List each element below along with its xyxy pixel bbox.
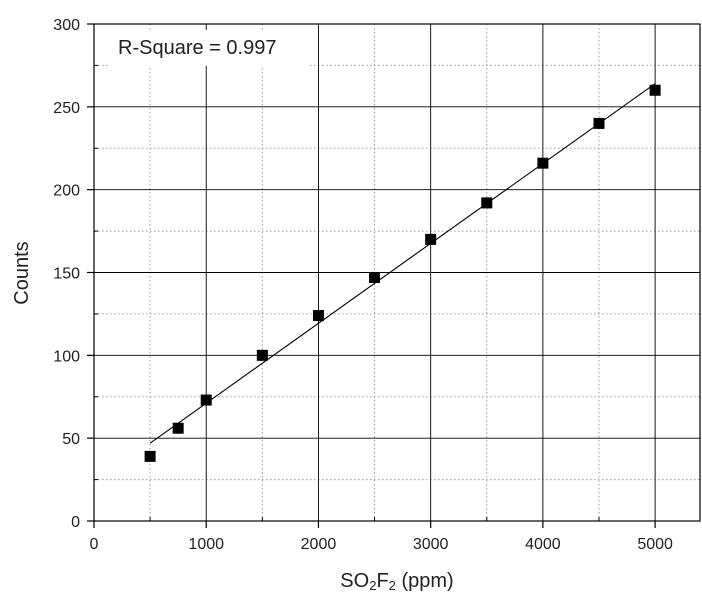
data-point [312, 310, 324, 322]
y-tick-label: 100 [53, 348, 80, 365]
r-square-annotation: R-Square = 0.997 [118, 37, 276, 59]
data-point [537, 157, 549, 169]
y-axis-title: Counts [11, 241, 33, 304]
linear-fit-line [149, 83, 656, 444]
data-points [144, 84, 661, 462]
annotation-background [108, 30, 308, 66]
x-tick-label: 5000 [637, 536, 673, 553]
x-tick-label: 0 [90, 536, 99, 553]
data-point [425, 233, 437, 245]
data-point [369, 271, 381, 283]
x-axis-title-suffix: (ppm) [396, 570, 454, 592]
data-point [144, 450, 156, 462]
x-axis-title-sub2: 2 [389, 578, 396, 593]
data-point [649, 84, 661, 96]
y-tick-label: 0 [71, 514, 80, 531]
fit-line-group [149, 83, 656, 444]
x-axis-title-mid: F [376, 570, 388, 592]
data-point [593, 117, 605, 129]
data-point [256, 349, 268, 361]
x-tick-label: 3000 [413, 536, 449, 553]
data-point [200, 394, 212, 406]
x-tick-labels: 0 1000 2000 3000 4000 5000 [90, 536, 673, 553]
y-tick-label: 250 [53, 100, 80, 117]
x-tick-label: 1000 [188, 536, 224, 553]
data-point [172, 422, 184, 434]
x-axis-title-prefix: SO [340, 570, 369, 592]
x-tick-label: 2000 [301, 536, 337, 553]
data-point [481, 197, 493, 209]
y-tick-label: 150 [53, 266, 80, 283]
x-axis-title: SO2F2 (ppm) [340, 570, 453, 593]
y-tick-label: 300 [53, 17, 80, 34]
y-tick-labels: 0 50 100 150 200 250 300 [53, 17, 80, 531]
major-gridlines [94, 24, 700, 521]
y-tick-label: 50 [62, 431, 80, 448]
x-tick-label: 4000 [525, 536, 561, 553]
x-axis-title-sub1: 2 [369, 578, 376, 593]
axis-ticks [87, 23, 656, 528]
y-tick-label: 200 [53, 183, 80, 200]
